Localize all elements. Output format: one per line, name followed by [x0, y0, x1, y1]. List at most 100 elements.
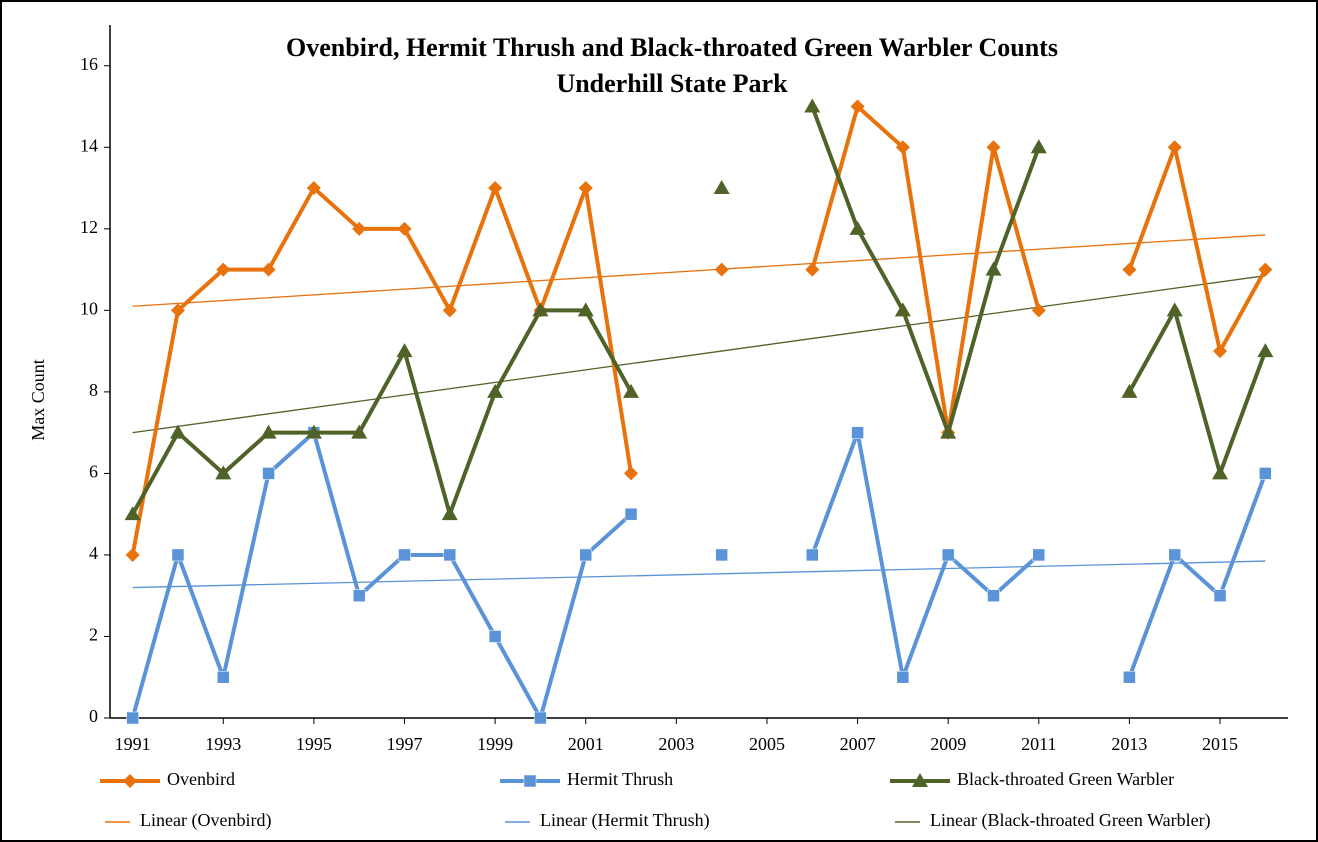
series-line: [130, 105, 1268, 517]
legend-label: Linear (Hermit Thrush): [540, 810, 710, 831]
marker: [262, 467, 275, 480]
marker: [261, 262, 276, 277]
marker: [849, 220, 866, 235]
marker: [443, 548, 457, 562]
marker: [396, 343, 413, 358]
x-tick-label: 2011: [1021, 734, 1056, 754]
x-tick-label: 1993: [205, 734, 241, 754]
marker: [714, 262, 729, 277]
series-line: [130, 430, 1268, 720]
marker: [624, 507, 638, 521]
marker: [624, 466, 639, 481]
marker: [577, 302, 594, 317]
series-line: [130, 104, 1268, 556]
legend-label: Linear (Black-throated Green Warbler): [930, 810, 1211, 831]
marker: [488, 630, 502, 643]
x-tick-label: 2003: [658, 734, 694, 754]
chart-title: Ovenbird, Hermit Thrush and Black-throat…: [286, 33, 1058, 62]
marker: [1030, 139, 1047, 154]
marker: [715, 548, 728, 562]
marker: [987, 589, 1000, 602]
x-tick-label: 2001: [568, 734, 604, 754]
x-tick-label: 1991: [115, 734, 151, 754]
marker: [217, 670, 230, 684]
x-tick-label: 1999: [477, 734, 513, 754]
marker: [352, 221, 367, 236]
marker: [713, 180, 730, 195]
marker: [170, 303, 185, 318]
y-tick-label: 4: [89, 543, 98, 563]
chart-subtitle: Underhill State Park: [556, 69, 788, 98]
y-tick-label: 10: [80, 298, 98, 318]
marker: [985, 261, 1002, 276]
trendline: [132, 560, 1266, 589]
marker: [851, 426, 864, 439]
marker: [1166, 302, 1183, 317]
marker: [124, 506, 141, 521]
marker: [623, 383, 640, 398]
marker: [1257, 343, 1274, 358]
y-tick-label: 2: [89, 625, 98, 645]
marker: [1121, 383, 1138, 398]
marker: [169, 424, 186, 439]
marker: [487, 383, 504, 398]
marker: [126, 711, 139, 725]
y-tick-label: 12: [80, 217, 98, 237]
marker: [1212, 465, 1229, 480]
marker: [442, 303, 457, 318]
marker: [534, 711, 547, 725]
x-tick-label: 2009: [930, 734, 966, 754]
marker: [306, 181, 321, 196]
marker: [488, 181, 503, 196]
marker: [941, 548, 955, 562]
marker: [532, 302, 549, 317]
marker: [804, 98, 821, 113]
y-tick-label: 6: [89, 462, 98, 482]
marker: [260, 424, 277, 439]
marker: [805, 262, 820, 277]
legend-label: Hermit Thrush: [567, 769, 673, 789]
marker: [216, 262, 231, 277]
marker: [850, 99, 865, 114]
marker: [171, 548, 185, 562]
marker: [986, 140, 1001, 155]
x-tick-label: 2007: [840, 734, 876, 754]
marker: [1032, 548, 1046, 562]
marker: [1122, 262, 1137, 277]
y-axis-label: Max Count: [28, 359, 48, 441]
x-tick-label: 1997: [387, 734, 423, 754]
marker: [398, 548, 411, 562]
marker: [305, 424, 322, 439]
y-tick-label: 8: [89, 380, 98, 400]
marker: [1259, 467, 1272, 480]
marker: [397, 221, 412, 236]
marker: [125, 547, 140, 562]
marker: [351, 424, 368, 439]
marker: [579, 548, 592, 562]
legend-label: Black-throated Green Warbler: [957, 769, 1174, 789]
legend-label: Ovenbird: [167, 769, 235, 789]
marker: [1258, 262, 1273, 277]
marker: [1168, 548, 1181, 562]
marker: [1123, 670, 1136, 684]
trendline: [132, 234, 1266, 307]
marker: [912, 773, 928, 787]
marker: [806, 548, 819, 562]
marker: [441, 506, 458, 521]
marker: [123, 774, 137, 788]
marker: [215, 465, 232, 480]
marker: [894, 302, 911, 317]
marker: [1213, 589, 1227, 602]
y-tick-label: 16: [80, 54, 98, 74]
trendline: [132, 275, 1266, 434]
marker: [1213, 344, 1228, 359]
legend-label: Linear (Ovenbird): [140, 810, 271, 831]
x-tick-label: 1995: [296, 734, 332, 754]
marker: [1031, 303, 1046, 318]
x-tick-label: 2005: [749, 734, 785, 754]
marker: [352, 589, 366, 602]
marker: [940, 424, 957, 439]
